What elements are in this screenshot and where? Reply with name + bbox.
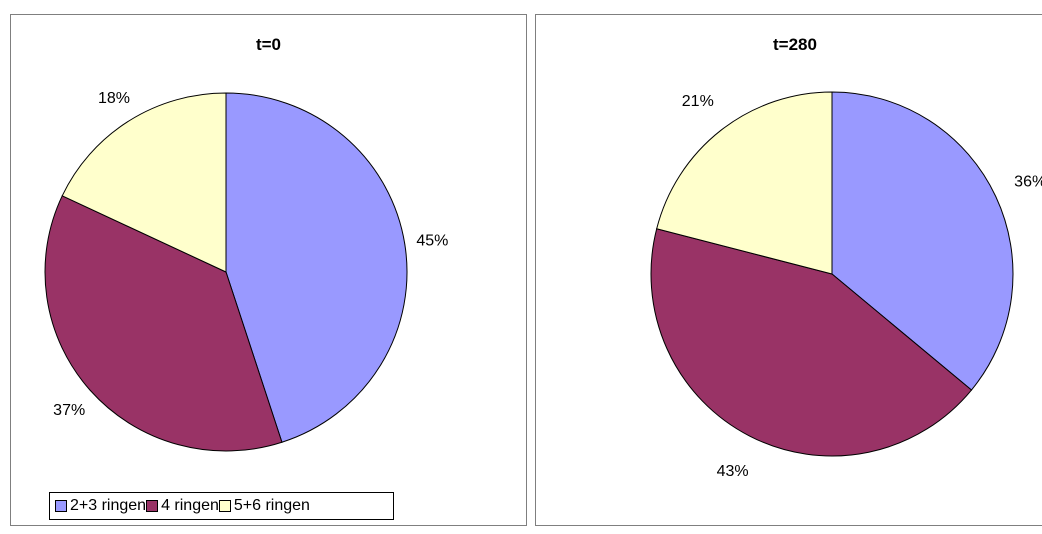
- chart-panel-t0: t=0 45% 37% 18%: [10, 14, 527, 526]
- pie-label-5-6-ringen: 18%: [98, 90, 130, 107]
- legend-swatch-5-6-ringen: [218, 500, 231, 512]
- pie-slice-4-ringen: [44, 195, 283, 452]
- pie-label-2-3-ringen: 45%: [416, 233, 448, 250]
- legend-label-5-6-ringen: 5+6 ringen: [233, 497, 310, 514]
- pie-slice-2-3-ringen: [225, 92, 408, 443]
- pie-label-5-6-ringen: 21%: [682, 93, 714, 110]
- legend-swatch-2-3-ringen: [55, 500, 67, 512]
- pie-slice-5-6-ringen: [61, 92, 227, 273]
- chart-panel-t280: t=280 36% 43% 21%: [535, 14, 1042, 526]
- chart-title-t280: t=280: [773, 35, 817, 54]
- pie-label-4-ringen: 43%: [717, 463, 749, 480]
- pie-chart-t0: 45% 37% 18%: [44, 90, 448, 452]
- pie-slice-2-3-ringen: [831, 91, 1014, 391]
- legend-item-2-3-ringen: 2+3 ringen: [55, 497, 146, 515]
- legend-label-4-ringen: 4 ringen: [161, 497, 219, 514]
- legend-swatch-4-ringen: [146, 500, 159, 512]
- pie-slice-4-ringen: [650, 228, 973, 457]
- legend: 2+3 ringen 4 ringen 5+6 ringen: [49, 492, 394, 520]
- pie-label-2-3-ringen: 36%: [1014, 173, 1042, 190]
- chart-title-t0: t=0: [255, 35, 282, 54]
- legend-item-5-6-ringen: 5+6 ringen: [218, 497, 310, 515]
- pie-chart-t280: 36% 43% 21%: [650, 91, 1042, 480]
- legend-item-4-ringen: 4 ringen: [146, 497, 219, 515]
- pie-label-4-ringen: 37%: [53, 402, 85, 419]
- legend-label-2-3-ringen: 2+3 ringen: [70, 497, 147, 514]
- pie-slice-5-6-ringen: [656, 91, 833, 275]
